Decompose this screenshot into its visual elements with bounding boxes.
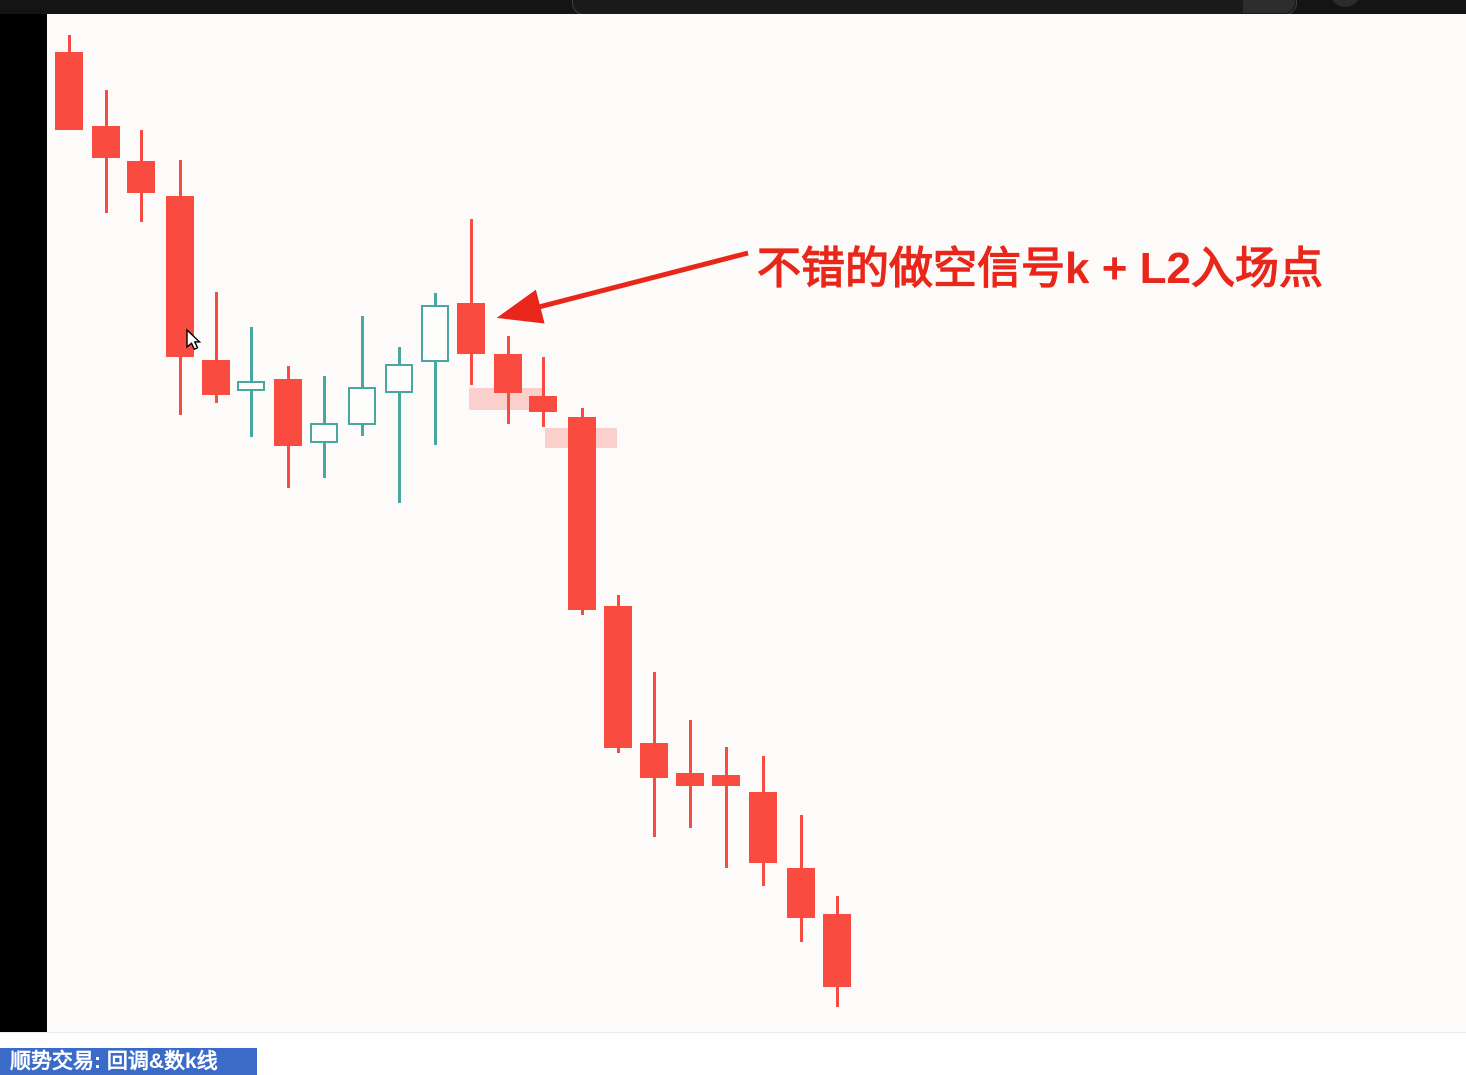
candle-wick: [433, 293, 437, 445]
candle-body-bearish: [202, 360, 230, 395]
candle-wick: [469, 219, 473, 385]
candle-body-bearish: [604, 606, 632, 748]
candle-body-bearish: [274, 379, 302, 446]
candle-body-bullish: [310, 423, 338, 443]
candle-wick: [360, 316, 364, 436]
address-bar-button[interactable]: [1243, 0, 1295, 13]
candle-body-bearish: [127, 161, 155, 193]
candle-body-bearish: [749, 792, 777, 863]
left-letterbox: [0, 14, 47, 1032]
candle-body-bearish: [529, 396, 557, 412]
candle-wick: [541, 357, 545, 427]
address-bar[interactable]: [572, 0, 1297, 14]
candle-body-bearish: [823, 914, 851, 987]
candle-body-bearish: [640, 743, 668, 778]
candle-wick: [214, 292, 218, 403]
candle-wick: [724, 747, 728, 868]
browser-topbar: [0, 0, 1466, 14]
candle-body-bearish: [676, 773, 704, 786]
candle-body-bullish: [421, 305, 449, 362]
annotation-text: 不错的做空信号k + L2入场点: [757, 244, 1323, 293]
subtitle-caption: 顺势交易: 回调&数k线: [0, 1048, 257, 1075]
avatar[interactable]: [1330, 0, 1360, 7]
candle-body-bearish: [568, 417, 596, 610]
candle-wick: [397, 347, 401, 503]
candle-body-bearish: [787, 868, 815, 918]
candle-body-bearish: [55, 52, 83, 130]
candle-body-bullish: [385, 364, 413, 393]
candle-body-bullish: [348, 387, 376, 425]
candle-body-bullish: [237, 381, 265, 391]
candle-body-bearish: [92, 126, 120, 158]
candle-body-bearish: [166, 196, 194, 357]
candle-body-bearish: [494, 354, 522, 393]
candle-body-bearish: [712, 775, 740, 786]
candle-body-bearish: [457, 303, 485, 354]
